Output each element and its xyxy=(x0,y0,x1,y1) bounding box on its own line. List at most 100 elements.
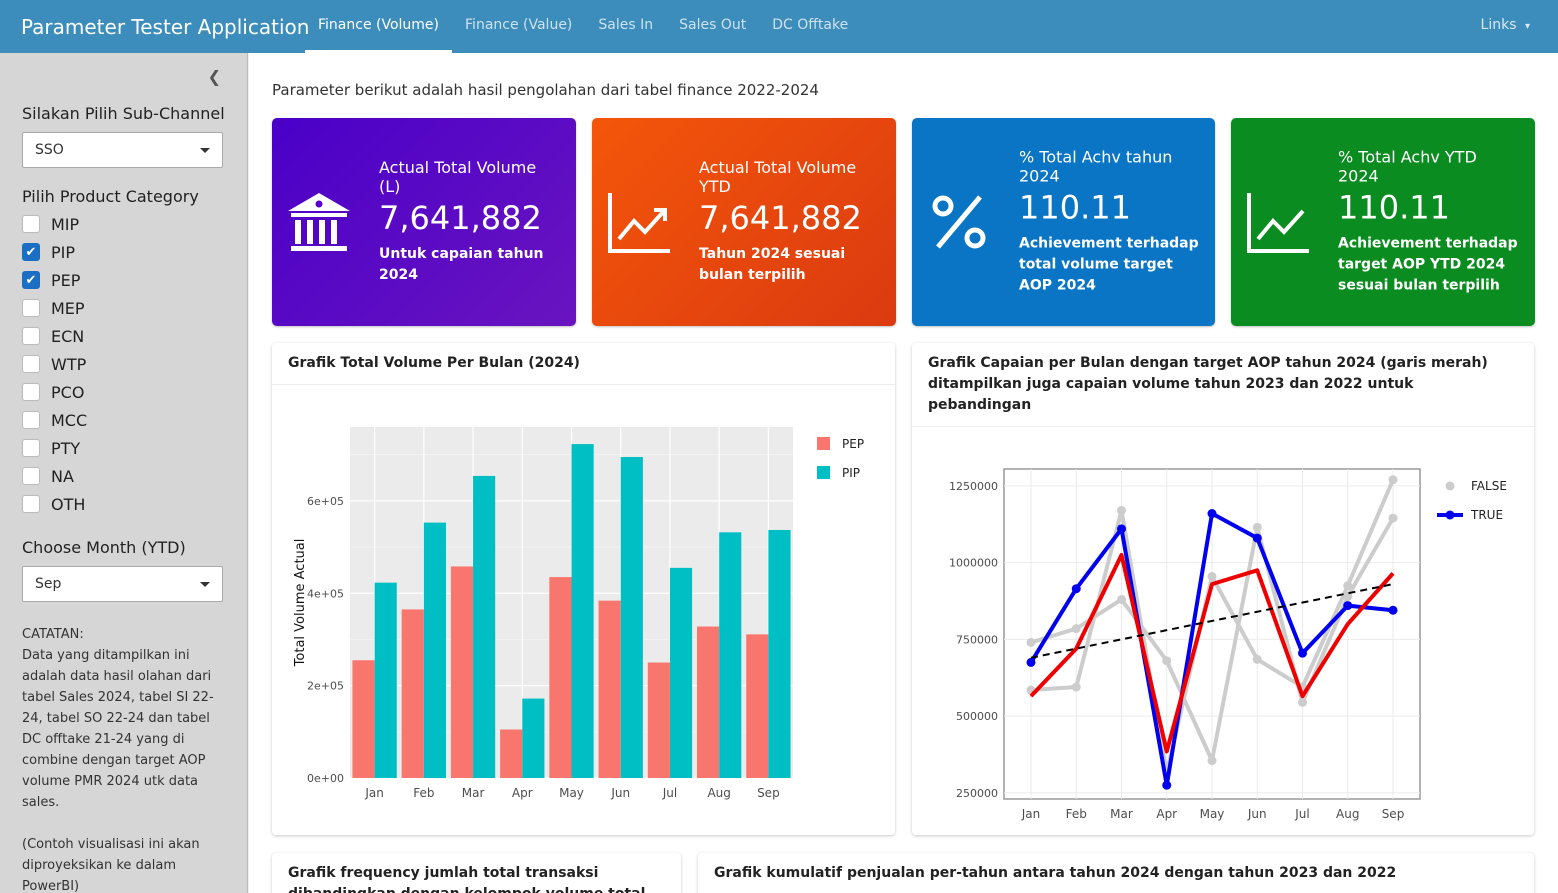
data-point xyxy=(1162,656,1172,666)
note-body: Data yang ditampilkan ini adalah data ha… xyxy=(22,648,214,810)
checkbox-checked-icon[interactable]: ✔ xyxy=(22,271,40,289)
tab-sales-in[interactable]: Sales In xyxy=(598,17,654,33)
checkbox-unchecked-icon[interactable] xyxy=(22,467,40,485)
category-checkbox-ecn[interactable]: ECN xyxy=(22,322,225,350)
bar-pep xyxy=(401,609,424,778)
legend-label: FALSE xyxy=(1471,479,1507,493)
bar-pep xyxy=(697,626,720,778)
x-tick-label: Sep xyxy=(1382,807,1405,821)
checkbox-unchecked-icon[interactable] xyxy=(22,355,40,373)
category-checkbox-wtp[interactable]: WTP xyxy=(22,350,225,378)
category-checkbox-pep[interactable]: ✔ PEP xyxy=(22,266,225,294)
value-box-title: Actual Total Volume YTD xyxy=(699,158,857,196)
tab-finance-value[interactable]: Finance (Value) xyxy=(465,17,573,33)
bar-pip xyxy=(571,444,594,778)
data-point xyxy=(1343,601,1353,611)
bar-chart-title: Grafik Total Volume Per Bulan (2024) xyxy=(272,343,895,385)
x-tick-label: May xyxy=(559,786,584,800)
x-tick-label: Apr xyxy=(512,786,533,800)
collapse-sidebar-icon[interactable]: ❮ xyxy=(207,67,221,86)
bar-pip xyxy=(620,457,643,778)
category-checkbox-pip[interactable]: ✔ PIP xyxy=(22,238,225,266)
bar-pep xyxy=(352,660,375,778)
value-box-subtitle: Achievement terhadap total volume target… xyxy=(1019,235,1199,294)
month-select[interactable]: Sep xyxy=(22,566,223,602)
intro-text: Parameter berikut adalah hasil pengolaha… xyxy=(272,81,819,99)
data-point xyxy=(1252,533,1262,543)
data-point xyxy=(1026,637,1036,647)
value-box-achv-year: % Total Achv tahun 2024 110.11 Achieveme… xyxy=(912,118,1215,326)
x-tick-label: Jul xyxy=(662,786,677,800)
data-point xyxy=(1207,571,1217,581)
frequency-chart-title: Grafik frequency jumlah total transaksi … xyxy=(288,865,645,893)
chart-line-icon xyxy=(1247,193,1309,253)
category-checkbox-na[interactable]: NA xyxy=(22,462,225,490)
tab-dc-offtake[interactable]: DC Offtake xyxy=(772,17,849,33)
note-title: CATATAN: xyxy=(22,627,84,642)
data-point xyxy=(1207,509,1217,519)
y-tick-label: 2e+05 xyxy=(307,680,344,693)
x-tick-label: Aug xyxy=(1336,807,1359,821)
category-label: PIP xyxy=(51,242,76,262)
x-tick-label: Jul xyxy=(1294,807,1309,821)
checkbox-unchecked-icon[interactable] xyxy=(22,411,40,429)
checkbox-unchecked-icon[interactable] xyxy=(22,215,40,233)
main-content: Parameter berikut adalah hasil pengolaha… xyxy=(249,53,1558,893)
checkbox-unchecked-icon[interactable] xyxy=(22,327,40,345)
sidebar: ❮ Silakan Pilih Sub-Channel SSO Pilih Pr… xyxy=(0,53,248,893)
bank-icon xyxy=(288,193,350,251)
category-label: MIP xyxy=(51,214,80,234)
category-checkbox-oth[interactable]: OTH xyxy=(22,490,225,518)
navbar: Parameter Tester Application Finance (Vo… xyxy=(0,0,1558,53)
data-point xyxy=(1252,522,1262,532)
y-tick-label: 500000 xyxy=(956,710,998,723)
value-box-total-volume: Actual Total Volume (L) 7,641,882 Untuk … xyxy=(272,118,576,326)
checkbox-unchecked-icon[interactable] xyxy=(22,495,40,513)
data-point xyxy=(1388,605,1398,615)
tab-finance-volume[interactable]: Finance (Volume) xyxy=(305,0,453,53)
checkbox-unchecked-icon[interactable] xyxy=(22,299,40,317)
category-label: PEP xyxy=(51,270,81,290)
caret-down-icon: ▾ xyxy=(1524,21,1530,32)
category-checkbox-mcc[interactable]: MCC xyxy=(22,406,225,434)
data-point xyxy=(1117,505,1126,515)
bar-chart-box: Grafik Total Volume Per Bulan (2024) 0e+… xyxy=(272,343,895,835)
checkbox-unchecked-icon[interactable] xyxy=(22,383,40,401)
checkbox-checked-icon[interactable]: ✔ xyxy=(22,243,40,261)
x-tick-label: Apr xyxy=(1156,807,1177,821)
percent-icon xyxy=(932,195,986,249)
data-point xyxy=(1252,654,1262,664)
category-label: MEP xyxy=(51,298,85,318)
data-point xyxy=(1388,475,1398,485)
x-tick-label: Jan xyxy=(1021,807,1041,821)
x-tick-label: Mar xyxy=(462,786,485,800)
line-chart: 250000 500000 750000 1000000 1250000 Jan Feb Ma… xyxy=(949,468,1507,821)
dropdown-caret-icon xyxy=(200,147,210,153)
bar-pip xyxy=(423,522,446,778)
value-box-subtitle: Untuk capaian tahun 2024 xyxy=(379,246,544,283)
data-point xyxy=(1207,756,1217,766)
category-checkbox-mip[interactable]: MIP xyxy=(22,210,225,238)
legend-swatch xyxy=(817,466,830,479)
tab-sales-out[interactable]: Sales Out xyxy=(679,17,747,33)
category-checkbox-group: MIP ✔ PIP ✔ PEP MEP ECN WTP PCO MCC PTY NA OTH xyxy=(22,210,225,518)
category-checkbox-pty[interactable]: PTY xyxy=(22,434,225,462)
x-tick-label: May xyxy=(1200,807,1225,821)
bar-pep xyxy=(647,662,670,778)
subchannel-select[interactable]: SSO xyxy=(22,132,223,168)
links-dropdown[interactable]: Links ▾ xyxy=(1481,0,1530,52)
legend-swatch xyxy=(1445,481,1455,491)
category-checkbox-pco[interactable]: PCO xyxy=(22,378,225,406)
series-line xyxy=(1029,552,1395,754)
legend-label: PEP xyxy=(842,437,864,451)
bar-pip xyxy=(473,475,496,778)
value-box-title: Actual Total Volume (L) xyxy=(379,158,537,196)
x-tick-label: Aug xyxy=(707,786,730,800)
x-tick-label: Sep xyxy=(757,786,780,800)
bar-pip xyxy=(719,532,742,778)
category-label: MCC xyxy=(51,410,88,430)
dropdown-caret-icon xyxy=(200,581,210,587)
checkbox-unchecked-icon[interactable] xyxy=(22,439,40,457)
category-checkbox-mep[interactable]: MEP xyxy=(22,294,225,322)
value-box-title: % Total Achv tahun 2024 xyxy=(1019,147,1173,186)
